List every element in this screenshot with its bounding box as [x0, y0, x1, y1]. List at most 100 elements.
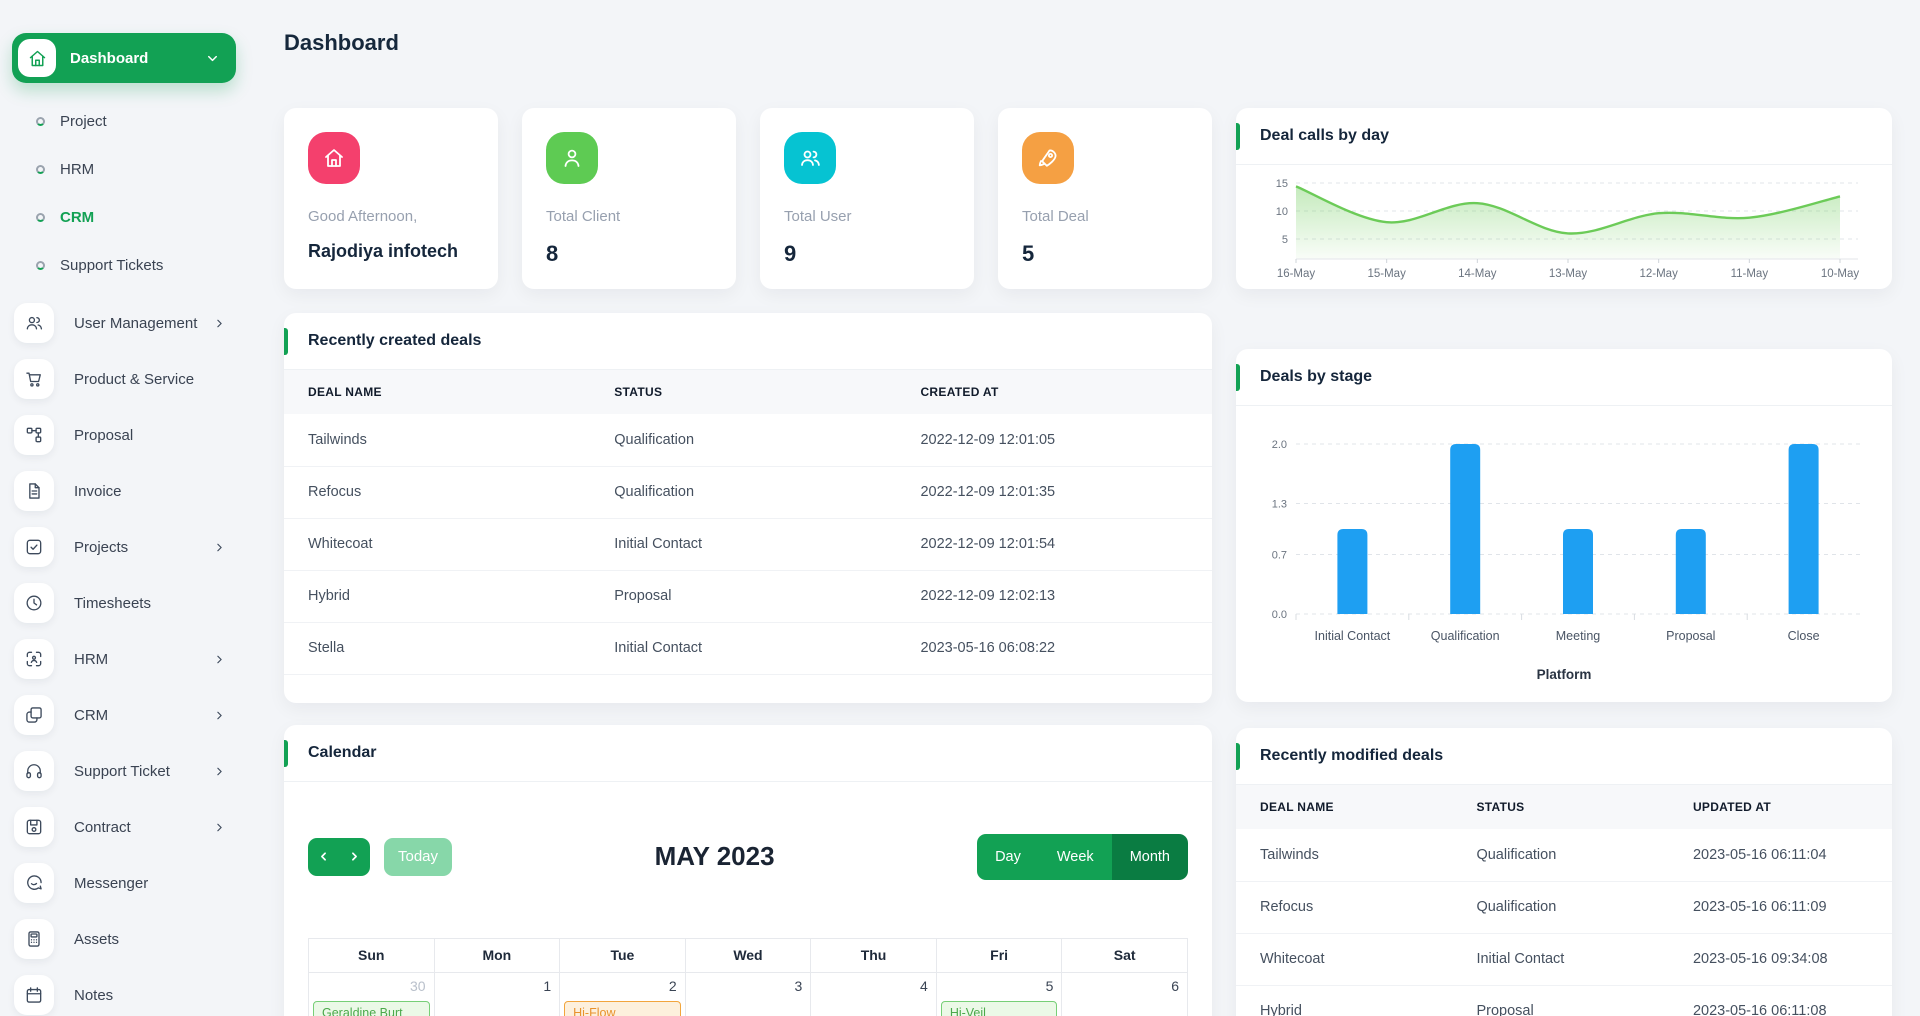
- sidebar-item-user-management[interactable]: User Management: [12, 295, 236, 351]
- column-header: CREATED AT: [896, 370, 1212, 414]
- sidebar-item-assets[interactable]: Assets: [12, 911, 236, 967]
- calculator-icon: [14, 919, 54, 959]
- table-row: Whitecoat Initial Contact 2023-05-16 09:34…: [1236, 933, 1892, 986]
- day-number: 5: [1045, 977, 1054, 994]
- svg-text:14-May: 14-May: [1458, 268, 1497, 280]
- calendar-grid: Sun Mon Tue Wed Thu Fri Sat 30 Geraldine Burt 1 2 H…: [308, 937, 1188, 1016]
- sidebar-item-label: Invoice: [74, 482, 122, 500]
- stat-card-value: 8: [546, 241, 559, 266]
- deal-name-cell: Hybrid: [284, 570, 591, 623]
- calendar-event[interactable]: Hi-Veil: [940, 1000, 1058, 1016]
- svg-text:Proposal: Proposal: [1666, 629, 1715, 643]
- sidebar-item-dashboard[interactable]: Dashboard: [12, 33, 236, 83]
- status-cell: Qualification: [590, 466, 897, 519]
- calendar-view-switcher: Day Week Month: [977, 833, 1188, 880]
- calendar-day-cell[interactable]: 3: [684, 971, 812, 1016]
- svg-text:2.0: 2.0: [1272, 439, 1287, 451]
- sidebar-item-contract[interactable]: Contract: [12, 799, 236, 855]
- view-button-week[interactable]: Week: [1038, 833, 1112, 880]
- sidebar-item-support-ticket[interactable]: Support Ticket: [12, 743, 236, 799]
- timestamp-cell: 2023-05-16 06:11:09: [1668, 881, 1892, 934]
- chevron-right-icon: [213, 821, 226, 834]
- sidebar-item-crm[interactable]: CRM: [12, 687, 236, 743]
- svg-text:1.3: 1.3: [1272, 499, 1287, 511]
- deal-name-cell: Refocus: [284, 466, 591, 519]
- stat-card-label: Total Deal: [1022, 208, 1089, 225]
- timestamp-cell: 2022-12-09 12:02:13: [896, 570, 1212, 623]
- weekday-header: Sat: [1061, 937, 1188, 973]
- weekday-header: Wed: [684, 937, 812, 973]
- view-button-month[interactable]: Month: [1111, 833, 1188, 880]
- sidebar-item-product-service[interactable]: Product & Service: [12, 351, 236, 407]
- clock-icon: [14, 583, 54, 623]
- sidebar-item-proposal[interactable]: Proposal: [12, 407, 236, 463]
- chat-icon: [14, 863, 54, 903]
- calendar-event[interactable]: Geraldine Burt: [313, 1000, 430, 1016]
- sidebar-item-projects[interactable]: Projects: [12, 519, 236, 575]
- table-row: Hybrid Proposal 2023-05-16 06:11:08: [1236, 985, 1892, 1016]
- status-cell: Proposal: [1452, 985, 1669, 1016]
- today-button[interactable]: Today: [384, 837, 453, 876]
- timestamp-cell: 2023-05-16 06:11:08: [1668, 985, 1892, 1016]
- headset-icon: [14, 751, 54, 791]
- area-chart: 15 10 5 16-May 15-May 14-May 13-May 12-May 11-Ma…: [1276, 178, 1860, 280]
- deal-name-cell: Refocus: [1236, 881, 1453, 934]
- sidebar-item-label: Product & Service: [74, 370, 195, 388]
- day-number: 3: [794, 977, 803, 994]
- deal-name-cell: Stella: [284, 622, 591, 675]
- recently-created-deals-card: Recently created deals DEAL NAME STATUS CR…: [284, 313, 1212, 703]
- main-content: Dashboard Good Afternoon, Rajodiya infote…: [248, 0, 1920, 1016]
- column-header: DEAL NAME: [284, 370, 591, 414]
- bullet-icon: [36, 116, 45, 126]
- check-square-icon: [14, 527, 54, 567]
- calendar-day-cell[interactable]: 5 Hi-Veil: [935, 971, 1063, 1016]
- page-title: Dashboard: [284, 30, 399, 55]
- day-number: 6: [1171, 977, 1179, 994]
- calendar-day-cell[interactable]: 1: [433, 971, 561, 1016]
- status-cell: Qualification: [590, 414, 897, 467]
- deal-name-cell: Whitecoat: [1236, 933, 1453, 986]
- sidebar-item-timesheets[interactable]: Timesheets: [12, 575, 236, 631]
- status-cell: Proposal: [590, 570, 897, 623]
- timestamp-cell: 2023-05-16 06:08:22: [896, 622, 1212, 675]
- calendar-day-cell[interactable]: 30 Geraldine Burt: [308, 971, 435, 1016]
- weekday-header: Fri: [935, 937, 1063, 973]
- svg-text:Close: Close: [1788, 629, 1820, 643]
- timestamp-cell: 2022-12-09 12:01:54: [896, 518, 1212, 571]
- prev-month-button[interactable]: [317, 850, 330, 863]
- calendar-event[interactable]: Hi-Flow: [564, 1000, 681, 1016]
- stat-card-good-afternoon-: Good Afternoon, Rajodiya infotech: [284, 108, 498, 289]
- table-row: Refocus Qualification 2022-12-09 12:01:35: [284, 466, 1212, 519]
- sidebar-item-messenger[interactable]: Messenger: [12, 855, 236, 911]
- rocket-icon: [1022, 132, 1074, 184]
- card-header: Recently modified deals: [1236, 728, 1892, 785]
- sidebar-item-label: Support Ticket: [74, 762, 170, 780]
- users-icon: [784, 132, 836, 184]
- day-number: 30: [409, 977, 426, 994]
- column-header: STATUS: [1452, 785, 1669, 829]
- section-title: Recently created deals: [308, 332, 482, 349]
- view-button-day[interactable]: Day: [977, 833, 1039, 880]
- sidebar-item-crm[interactable]: CRM: [12, 193, 236, 241]
- section-title: Calendar: [308, 743, 377, 761]
- calendar-day-cell[interactable]: 4: [810, 971, 937, 1016]
- sidebar-item-project[interactable]: Project: [12, 97, 236, 145]
- deal-name-cell: Tailwinds: [1236, 829, 1453, 882]
- left-column: Good Afternoon, Rajodiya infotech Total Cl…: [284, 108, 1212, 1016]
- sidebar-item-notes[interactable]: Notes: [12, 967, 236, 1016]
- calendar-day-cell[interactable]: 6: [1061, 971, 1188, 1016]
- timestamp-cell: 2022-12-09 12:01:05: [896, 414, 1212, 467]
- sidebar-item-hrm[interactable]: HRM: [12, 145, 236, 193]
- sidebar-item-support-tickets[interactable]: Support Tickets: [12, 241, 236, 289]
- next-month-button[interactable]: [348, 850, 361, 863]
- status-cell: Initial Contact: [1452, 933, 1669, 986]
- sidebar-item-invoice[interactable]: Invoice: [12, 463, 236, 519]
- sidebar-item-hrm[interactable]: HRM: [12, 631, 236, 687]
- day-number: 4: [920, 977, 928, 994]
- stat-card-value: Rajodiya infotech: [308, 241, 459, 261]
- calendar-day-cell[interactable]: 2 Hi-Flow: [559, 971, 686, 1016]
- deal-calls-chart: 15 10 5 16-May 15-May 14-May 13-May 12-May 11-Ma…: [1236, 165, 1892, 288]
- deal-calls-card: Deal calls by day 15 10 5 16-May 15-May 14-Ma…: [1236, 108, 1892, 289]
- table-row: Tailwinds Qualification 2023-05-16 06:11:0…: [1236, 829, 1892, 882]
